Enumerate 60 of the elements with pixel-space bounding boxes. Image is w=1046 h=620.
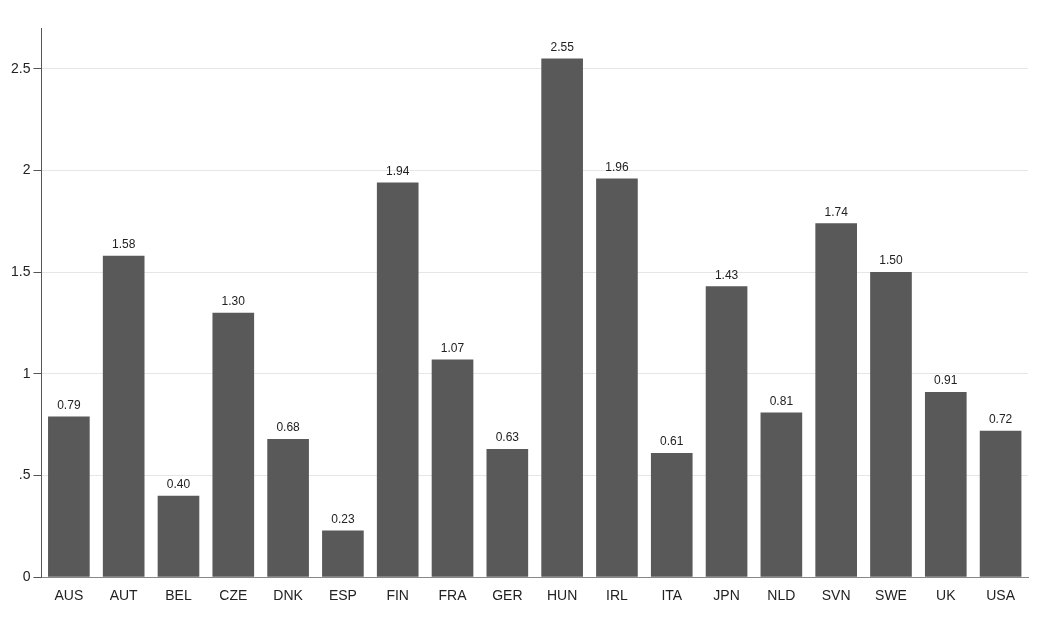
- bar: [705, 286, 748, 577]
- y-tick-label: 1: [22, 364, 31, 381]
- bar: [322, 530, 364, 577]
- x-tick-label: UK: [936, 587, 957, 604]
- data-label: 1.74: [824, 204, 849, 219]
- bar: [102, 255, 145, 577]
- bar: [650, 453, 693, 577]
- data-label: 1.58: [111, 237, 136, 252]
- x-tick-label: BEL: [165, 587, 192, 604]
- data-label: 1.94: [386, 163, 410, 178]
- data-label: 0.91: [934, 373, 958, 388]
- x-tick-label: IRL: [606, 587, 629, 604]
- data-label: 0.23: [331, 511, 355, 526]
- x-tick-label: SWE: [875, 587, 907, 604]
- y-tick-label: 2: [22, 161, 31, 178]
- bar: [979, 430, 1022, 577]
- bar: [541, 58, 583, 577]
- x-tick-label: CZE: [219, 587, 248, 604]
- data-label: 1.07: [440, 340, 465, 355]
- bar: [486, 449, 529, 577]
- x-tick-label: ESP: [328, 587, 357, 604]
- data-label: 1.30: [221, 294, 246, 309]
- y-tick-label: 2.5: [10, 59, 31, 76]
- data-label: 0.81: [769, 393, 794, 408]
- data-label: 0.79: [57, 397, 81, 412]
- x-tick-label: GER: [492, 587, 523, 604]
- data-label: 2.55: [550, 39, 575, 54]
- x-tick-label: FIN: [386, 587, 409, 604]
- data-label: 1.43: [714, 267, 739, 282]
- bar: [815, 223, 857, 577]
- data-label: 0.63: [495, 430, 520, 445]
- bar: [924, 392, 967, 577]
- bar: [870, 272, 912, 577]
- bar: [376, 182, 419, 577]
- x-tick-label: SVN: [821, 587, 851, 604]
- y-tick-label: .5: [18, 466, 31, 483]
- x-tick-label: AUS: [54, 587, 84, 604]
- data-label: 0.72: [988, 412, 1013, 427]
- bar: [596, 178, 638, 577]
- data-label: 1.96: [605, 159, 629, 174]
- bar: [431, 359, 474, 577]
- bar: [48, 416, 90, 577]
- x-tick-label: NLD: [767, 587, 796, 604]
- bar: [760, 412, 803, 577]
- x-tick-label: HUN: [546, 587, 578, 604]
- x-tick-label: DNK: [273, 587, 304, 604]
- data-label: 0.40: [166, 477, 191, 492]
- data-label: 0.61: [660, 434, 684, 449]
- bar: [267, 438, 309, 577]
- x-tick-label: ITA: [661, 587, 683, 604]
- bar: [212, 312, 255, 577]
- y-tick-label: 1.5: [10, 262, 31, 279]
- x-tick-label: USA: [986, 587, 1016, 604]
- x-tick-label: JPN: [713, 587, 740, 604]
- data-label: 1.50: [879, 253, 903, 268]
- x-tick-label: AUT: [109, 587, 139, 604]
- data-label: 0.68: [276, 420, 301, 435]
- y-tick-label: 0: [22, 568, 31, 585]
- bar: [157, 495, 200, 577]
- x-tick-label: FRA: [438, 587, 468, 604]
